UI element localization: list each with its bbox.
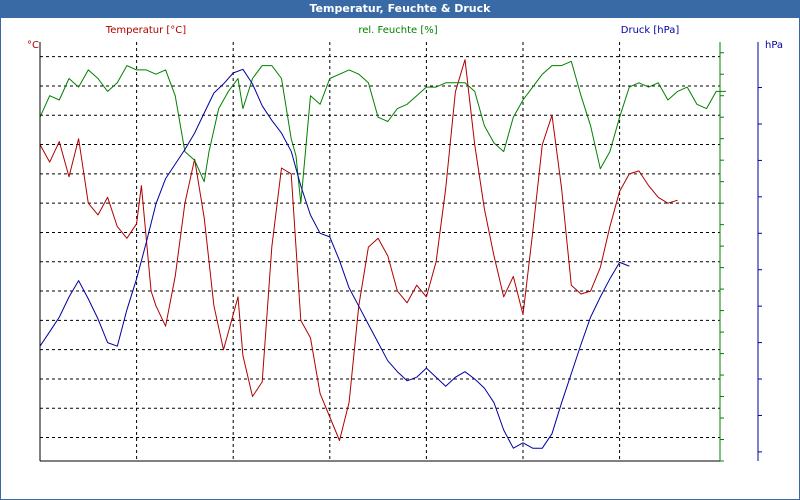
pressure-unit: hPa [765,40,783,51]
grid-lines [40,42,720,461]
pressure-series-line [39,68,630,449]
chart-title: Temperatur, Feuchte & Druck [309,2,491,15]
data-series [39,59,726,449]
temperature-axis-label: Temperatur [°C] [105,25,186,36]
axes [39,42,762,462]
title-bar [0,0,800,17]
temperature-series-line [39,59,678,441]
humidity-axis-label: rel. Feuchte [%] [358,25,437,36]
pressure-axis-label: Druck [hPa] [621,25,680,36]
humidity-series-line [39,60,726,204]
temperature-unit: °C [27,40,39,51]
